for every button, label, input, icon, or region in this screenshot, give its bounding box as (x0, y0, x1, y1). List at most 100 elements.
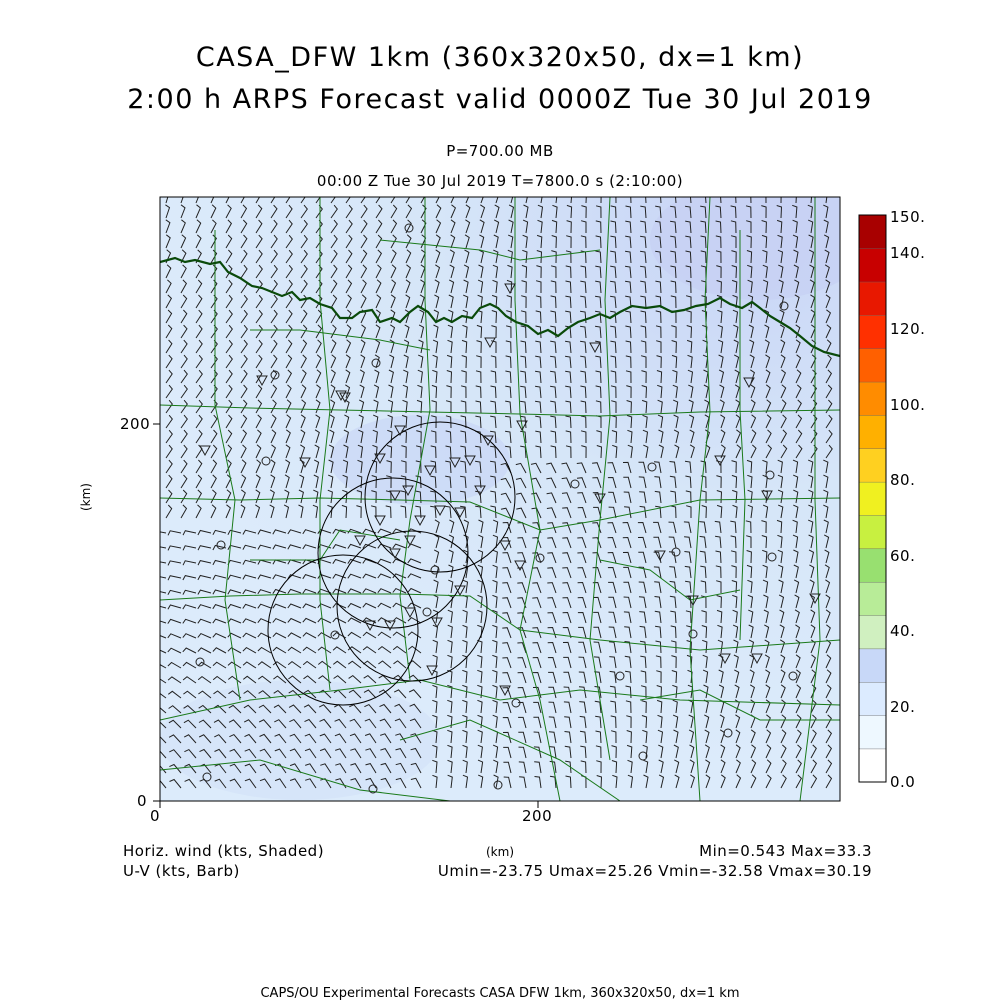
wind-barb (450, 234, 456, 249)
wind-barb (363, 660, 377, 669)
wind-barb (546, 492, 557, 504)
wind-barb (167, 545, 182, 551)
wind-barb (315, 197, 321, 204)
wind-barb (182, 618, 197, 624)
wind-barb (165, 369, 173, 384)
wind-barb (653, 536, 662, 549)
wind-barb (357, 444, 364, 459)
wind-barb (685, 205, 692, 219)
wind-barb (165, 309, 173, 324)
wind-barb (300, 197, 306, 204)
wind-barb (705, 444, 711, 459)
wind-barb (580, 280, 587, 294)
wind-barb (240, 249, 248, 264)
wind-barb (313, 459, 320, 474)
wind-barb (372, 429, 378, 444)
wind-barb (716, 265, 722, 279)
wind-barb (377, 543, 392, 549)
pressure-level: P=700.00 MB (446, 142, 554, 160)
y-axis-label: (km) (79, 482, 94, 512)
wind-barb (505, 400, 512, 414)
wind-barb (165, 489, 173, 504)
wind-barb (197, 647, 212, 654)
wind-barb (434, 519, 440, 534)
wind-barb (448, 279, 455, 294)
wind-barb (225, 429, 233, 444)
wind-barb (464, 234, 470, 249)
wind-barb (675, 197, 677, 204)
wind-barb (415, 490, 422, 504)
wind-barb (378, 689, 392, 699)
wind-barb (462, 579, 469, 594)
wind-barb (580, 325, 587, 339)
wind-barb (460, 400, 467, 414)
wind-barb (551, 219, 558, 234)
wind-barb (270, 429, 277, 444)
wind-barb (715, 220, 722, 234)
station-triangle (199, 445, 211, 457)
wind-barb (229, 733, 242, 744)
wind-barb (653, 461, 662, 474)
wind-barb (180, 249, 187, 264)
wind-barb (517, 612, 527, 624)
wind-barb (345, 204, 353, 219)
wind-barb (195, 264, 203, 279)
wind-barb (735, 759, 741, 774)
wind-barb (272, 661, 287, 669)
wind-barb (210, 474, 217, 489)
wind-barb (195, 279, 203, 294)
wind-barb (460, 385, 467, 399)
wind-barb (375, 204, 383, 219)
wind-barb (535, 280, 542, 293)
wind-barb (626, 385, 632, 399)
wind-barb (749, 669, 755, 684)
wind-barb (493, 774, 499, 789)
wind-barb (500, 462, 512, 474)
wind-barb (716, 280, 722, 294)
county-line (160, 497, 840, 531)
colorbar-segment (858, 581, 887, 616)
wind-barb (642, 759, 649, 774)
colorbar-label-0: 0.0 (890, 773, 916, 791)
wind-barb (719, 384, 725, 399)
wind-barb (435, 234, 441, 249)
wind-barb (562, 552, 572, 564)
wind-barb (492, 714, 498, 729)
wind-barb (432, 714, 438, 729)
wind-barb (793, 549, 799, 564)
wind-barb (565, 775, 572, 789)
wind-barb (761, 234, 768, 249)
wind-barb (750, 759, 757, 774)
wind-barb (764, 639, 770, 654)
wind-barb (212, 675, 227, 684)
wind-barb (375, 324, 381, 339)
wind-barb (656, 340, 662, 353)
wind-barb (686, 325, 693, 339)
wind-barb (330, 294, 338, 309)
wind-barb (655, 250, 662, 264)
wind-barb (808, 504, 814, 519)
wind-barb (502, 582, 512, 594)
wind-barb (165, 324, 173, 339)
wind-barb (167, 589, 182, 596)
wind-barb (493, 219, 500, 234)
wind-barb (809, 594, 815, 609)
wind-barb (687, 354, 693, 369)
wind-barb (715, 250, 722, 264)
wind-barb (388, 384, 394, 399)
wind-barb (823, 474, 829, 489)
wind-barb (227, 632, 242, 639)
wind-barb (700, 565, 707, 579)
wind-barb (592, 537, 602, 549)
wind-barb (195, 384, 203, 399)
wind-barb (432, 609, 439, 624)
colorbar-segment (858, 414, 887, 449)
wind-barb (717, 339, 724, 354)
wind-barb (183, 734, 197, 744)
county-line (214, 230, 241, 701)
station-triangle (719, 653, 731, 665)
wind-barb (502, 612, 512, 624)
wind-barb (285, 324, 293, 339)
wind-barb (298, 489, 304, 504)
wind-barb (318, 704, 332, 714)
